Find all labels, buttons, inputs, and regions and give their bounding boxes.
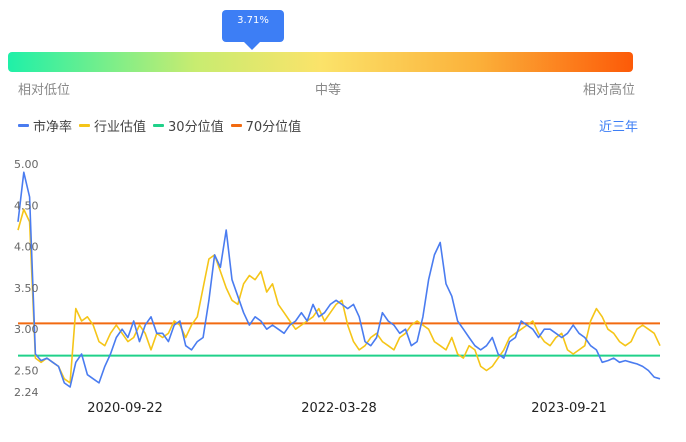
series-line-industry bbox=[17, 208, 661, 384]
series-line-pb bbox=[17, 171, 661, 388]
x-tick-label-0: 2020-09-22 bbox=[87, 401, 163, 416]
chart-legend: 市净率 行业估值 30分位值 70分位值 bbox=[18, 116, 308, 135]
y-tick-label-4: 3.00 bbox=[14, 323, 39, 336]
legend-item-pb[interactable]: 市净率 bbox=[18, 116, 72, 135]
gauge-label-high: 相对高位 bbox=[583, 83, 636, 98]
x-tick-label-1: 2022-03-28 bbox=[301, 401, 377, 416]
percentile-tooltip: 3.71% bbox=[222, 10, 284, 50]
x-tick-label-2: 2023-09-21 bbox=[531, 401, 607, 416]
pb-line-chart: 5.00 4.50 4.00 3.50 3.00 2.50 2.24 2020-09-22 20… bbox=[14, 158, 661, 416]
percentile-gauge-bar bbox=[8, 52, 633, 72]
legend-swatch-pb bbox=[18, 124, 29, 127]
y-tick-label-3: 3.50 bbox=[14, 282, 39, 295]
legend-item-industry[interactable]: 行业估值 bbox=[79, 116, 146, 135]
gauge-label-low: 相对低位 bbox=[18, 83, 71, 98]
legend-item-p70[interactable]: 70分位值 bbox=[230, 116, 302, 135]
range-selector-button[interactable]: 近三年 bbox=[599, 120, 639, 135]
gauge-label-mid: 中等 bbox=[315, 83, 342, 98]
y-tick-label-1: 4.50 bbox=[14, 199, 39, 212]
legend-swatch-p30 bbox=[153, 124, 165, 127]
y-tick-label-5: 2.50 bbox=[14, 365, 39, 378]
legend-item-p30[interactable]: 30分位值 bbox=[153, 116, 224, 135]
y-tick-label-0: 5.00 bbox=[14, 158, 39, 171]
y-tick-label-2: 4.00 bbox=[14, 241, 39, 254]
legend-swatch-industry bbox=[79, 124, 91, 127]
percentile-tooltip-value: 3.71% bbox=[237, 15, 269, 26]
legend-label-p30: 30分位值 bbox=[168, 120, 224, 135]
legend-label-pb: 市净率 bbox=[33, 120, 73, 135]
legend-swatch-p70 bbox=[230, 124, 242, 127]
y-tick-label-6: 2.24 bbox=[14, 386, 39, 399]
legend-label-p70: 70分位值 bbox=[245, 120, 302, 135]
legend-label-industry: 行业估值 bbox=[94, 120, 147, 135]
